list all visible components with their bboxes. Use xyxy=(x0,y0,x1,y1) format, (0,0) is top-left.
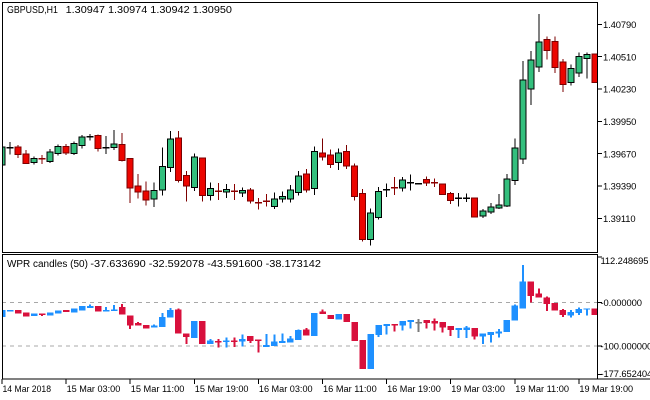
svg-text:1.39110: 1.39110 xyxy=(603,213,636,224)
svg-text:-100.000000: -100.000000 xyxy=(601,341,650,352)
svg-text:112.248695: 112.248695 xyxy=(601,255,649,266)
svg-text:1.30947 1.30974 1.30942 1.3095: 1.30947 1.30974 1.30942 1.30950 xyxy=(66,5,233,16)
svg-text:1.39950: 1.39950 xyxy=(603,116,636,127)
svg-text:1.40790: 1.40790 xyxy=(603,19,636,30)
svg-text:16 Mar 03:00: 16 Mar 03:00 xyxy=(259,383,313,394)
svg-text:15 Mar 11:00: 15 Mar 11:00 xyxy=(131,383,185,394)
svg-text:14 Mar 2018: 14 Mar 2018 xyxy=(3,383,52,394)
svg-text:19 Mar 03:00: 19 Mar 03:00 xyxy=(451,383,505,394)
svg-text:19 Mar 19:00: 19 Mar 19:00 xyxy=(579,383,633,394)
svg-text:-37.633690 -32.592078 -43.5916: -37.633690 -32.592078 -43.591600 -38.173… xyxy=(90,259,321,270)
svg-text:-0.000000: -0.000000 xyxy=(601,297,642,308)
svg-text:16 Mar 11:00: 16 Mar 11:00 xyxy=(323,383,377,394)
svg-text:15 Mar 03:00: 15 Mar 03:00 xyxy=(67,383,121,394)
svg-text:1.40230: 1.40230 xyxy=(603,84,636,95)
svg-text:WPR candles (50): WPR candles (50) xyxy=(7,259,88,270)
svg-text:1.40510: 1.40510 xyxy=(603,51,636,62)
svg-text:GBPUSD,H1: GBPUSD,H1 xyxy=(7,5,58,16)
svg-text:15 Mar 19:00: 15 Mar 19:00 xyxy=(195,383,249,394)
svg-text:16 Mar 19:00: 16 Mar 19:00 xyxy=(387,383,441,394)
svg-text:1.39390: 1.39390 xyxy=(603,181,636,192)
svg-text:19 Mar 11:00: 19 Mar 11:00 xyxy=(515,383,569,394)
svg-text:1.39670: 1.39670 xyxy=(603,148,636,159)
svg-text:-177.652404: -177.652404 xyxy=(601,368,650,379)
